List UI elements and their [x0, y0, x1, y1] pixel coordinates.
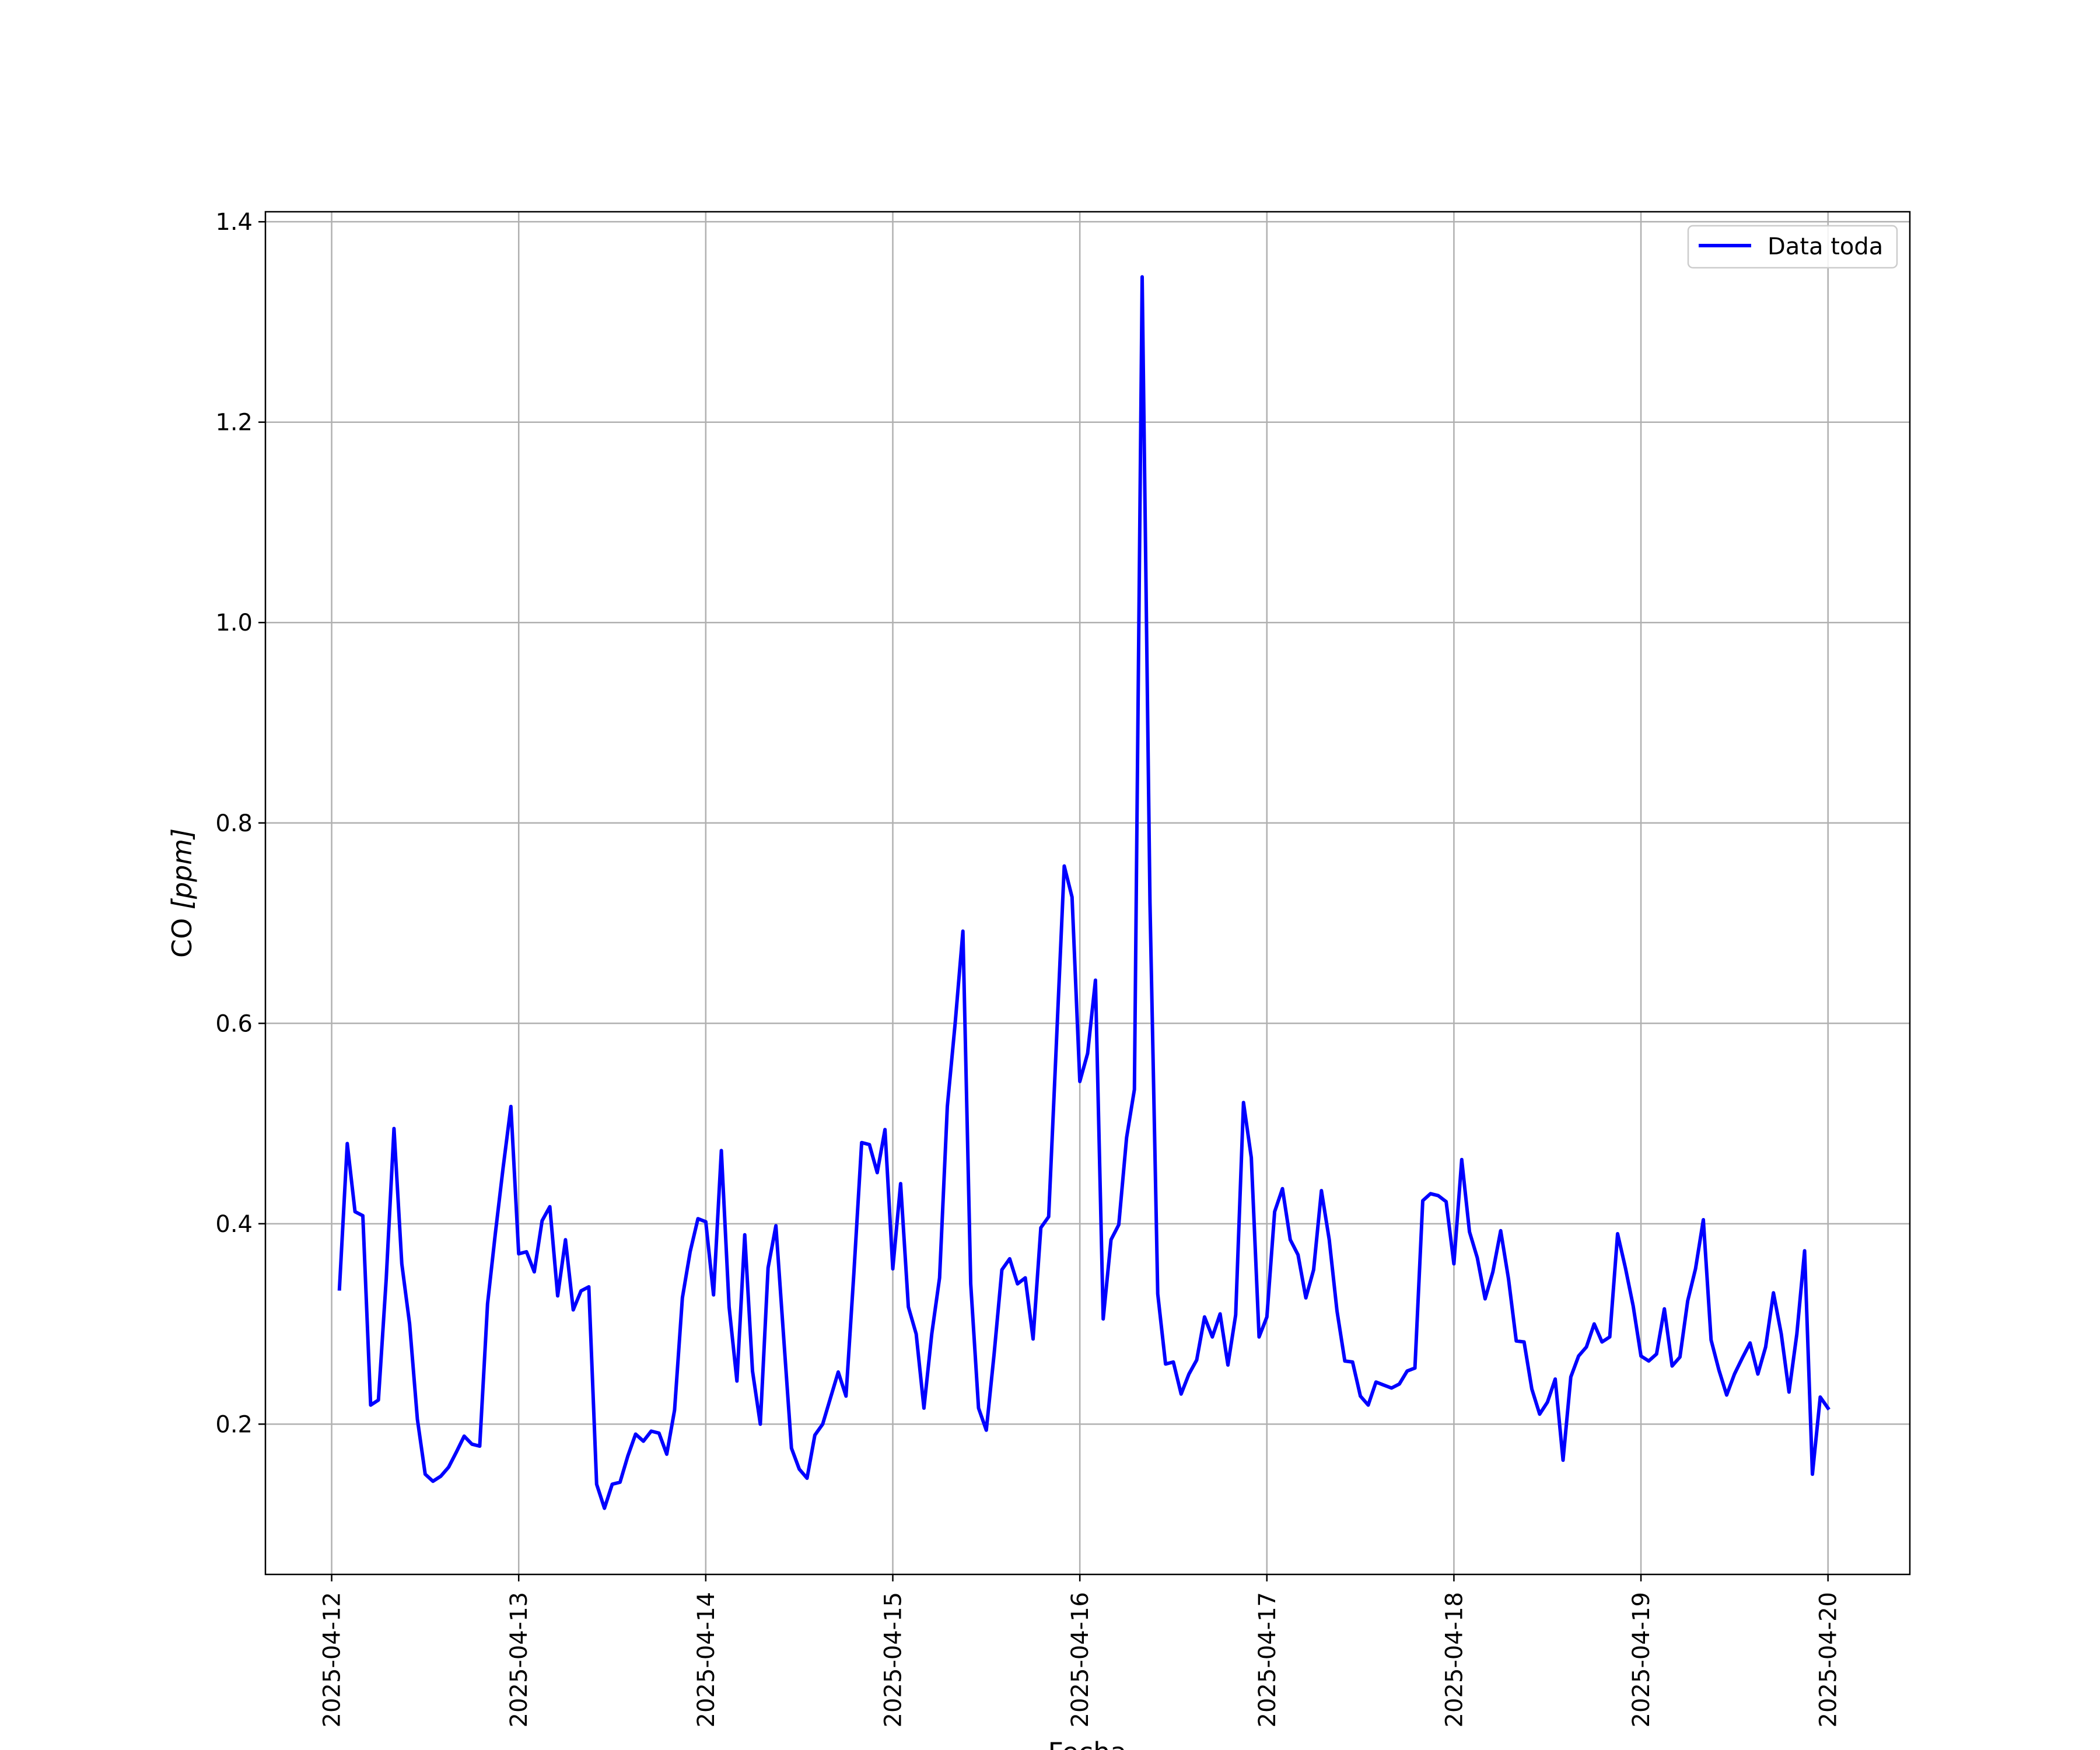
x-tick-label: 2025-04-16: [1067, 1592, 1094, 1727]
series-line-data-toda: [337, 275, 1831, 1510]
legend-label-data-toda: Data toda: [1768, 233, 1883, 260]
x-tick-label: 2025-04-17: [1254, 1592, 1281, 1727]
y-axis-label-prefix: CO: [166, 909, 198, 958]
y-tick-label: 1.2: [215, 410, 253, 436]
x-tick-label: 2025-04-12: [319, 1592, 346, 1727]
y-tick-label: 1.0: [215, 610, 253, 636]
y-tick-label: 0.8: [215, 810, 253, 837]
x-tick-label: 2025-04-20: [1815, 1592, 1842, 1727]
x-axis: 2025-04-12 2025-04-13 2025-04-14 2025-04-15…: [319, 1574, 1842, 1727]
x-tick-label: 2025-04-15: [880, 1592, 907, 1727]
y-axis-label-unit: [ppm]: [166, 828, 198, 909]
y-axis: 0.2 0.4 0.6 0.8 1.0 1.2 1.4: [215, 209, 265, 1438]
y-tick-label: 1.4: [215, 209, 253, 236]
x-tick-label: 2025-04-13: [506, 1592, 533, 1727]
x-tick-label: 2025-04-18: [1441, 1592, 1468, 1727]
y-axis-label: CO [ppm]: [166, 828, 198, 958]
grid-lines: [265, 212, 1910, 1574]
legend-box: [1687, 225, 1898, 269]
x-axis-label: Fecha: [1048, 1737, 1127, 1750]
series-layer: [337, 275, 1831, 1510]
x-tick-label: 2025-04-19: [1628, 1592, 1655, 1727]
y-tick-label: 0.6: [215, 1010, 253, 1037]
y-tick-label: 0.4: [215, 1211, 253, 1238]
y-tick-label: 0.2: [215, 1411, 253, 1438]
legend: Data toda: [1687, 225, 1898, 269]
x-tick-label: 2025-04-14: [693, 1592, 720, 1727]
plot-area-frame: [264, 211, 1911, 1576]
